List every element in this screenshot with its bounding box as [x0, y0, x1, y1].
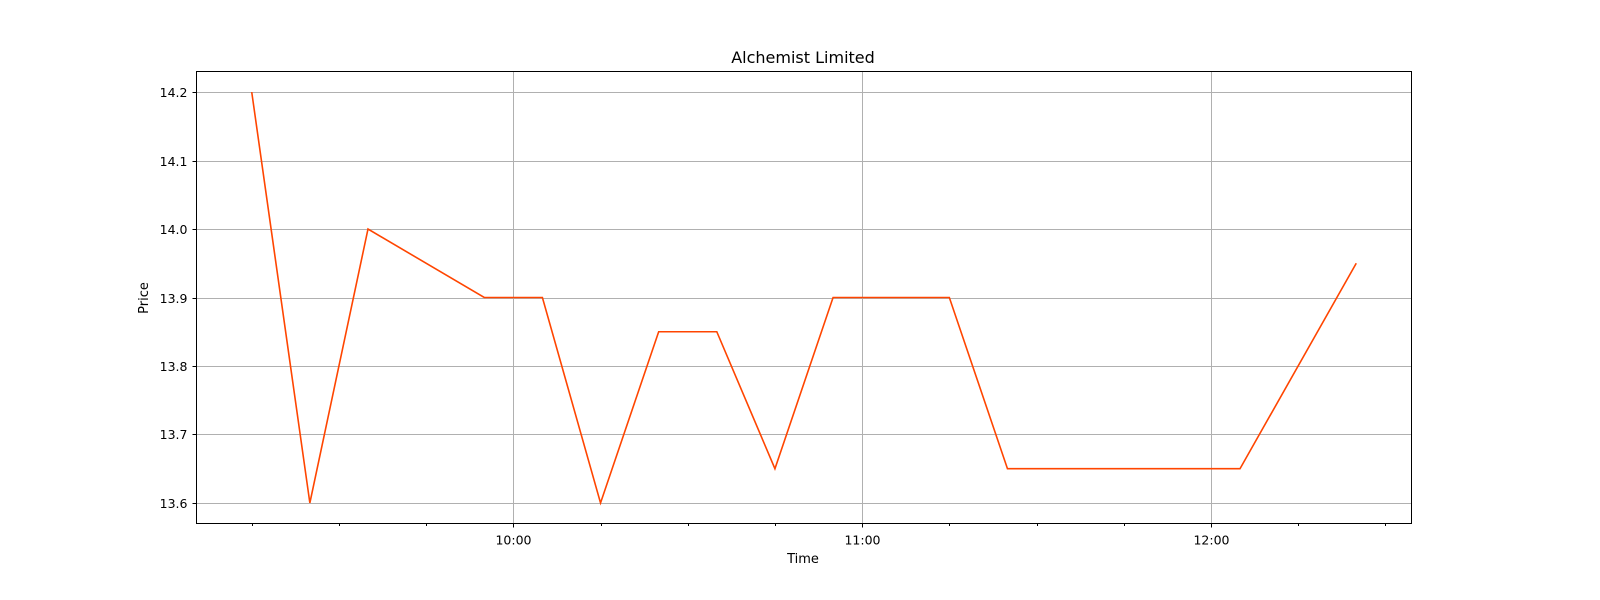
- plot-frame: [196, 71, 1412, 524]
- x-tick-label: 10:00: [495, 533, 531, 548]
- price-series-line: [250, 91, 1357, 506]
- grid: [196, 71, 1412, 524]
- y-tick-label: 13.6: [160, 496, 188, 511]
- ticks: 13.6 13.7 13.8 13.9 14.0 14.1 14.2 10:00 11:00 12…: [160, 85, 1386, 548]
- y-tick-label: 13.8: [160, 359, 188, 374]
- series-layer: [250, 91, 1357, 506]
- y-tick-label: 14.2: [160, 85, 188, 100]
- x-tick-label: 11:00: [844, 533, 880, 548]
- chart-title: Alchemist Limited: [731, 48, 875, 67]
- y-axis-label: Price: [137, 282, 152, 314]
- y-tick-label: 14.1: [160, 154, 188, 169]
- y-tick-label: 14.0: [160, 222, 188, 237]
- y-tick-label: 13.7: [160, 427, 188, 442]
- x-axis-label: Time: [786, 552, 819, 567]
- y-tick-label: 13.9: [160, 291, 188, 306]
- x-tick-label: 12:00: [1193, 533, 1229, 548]
